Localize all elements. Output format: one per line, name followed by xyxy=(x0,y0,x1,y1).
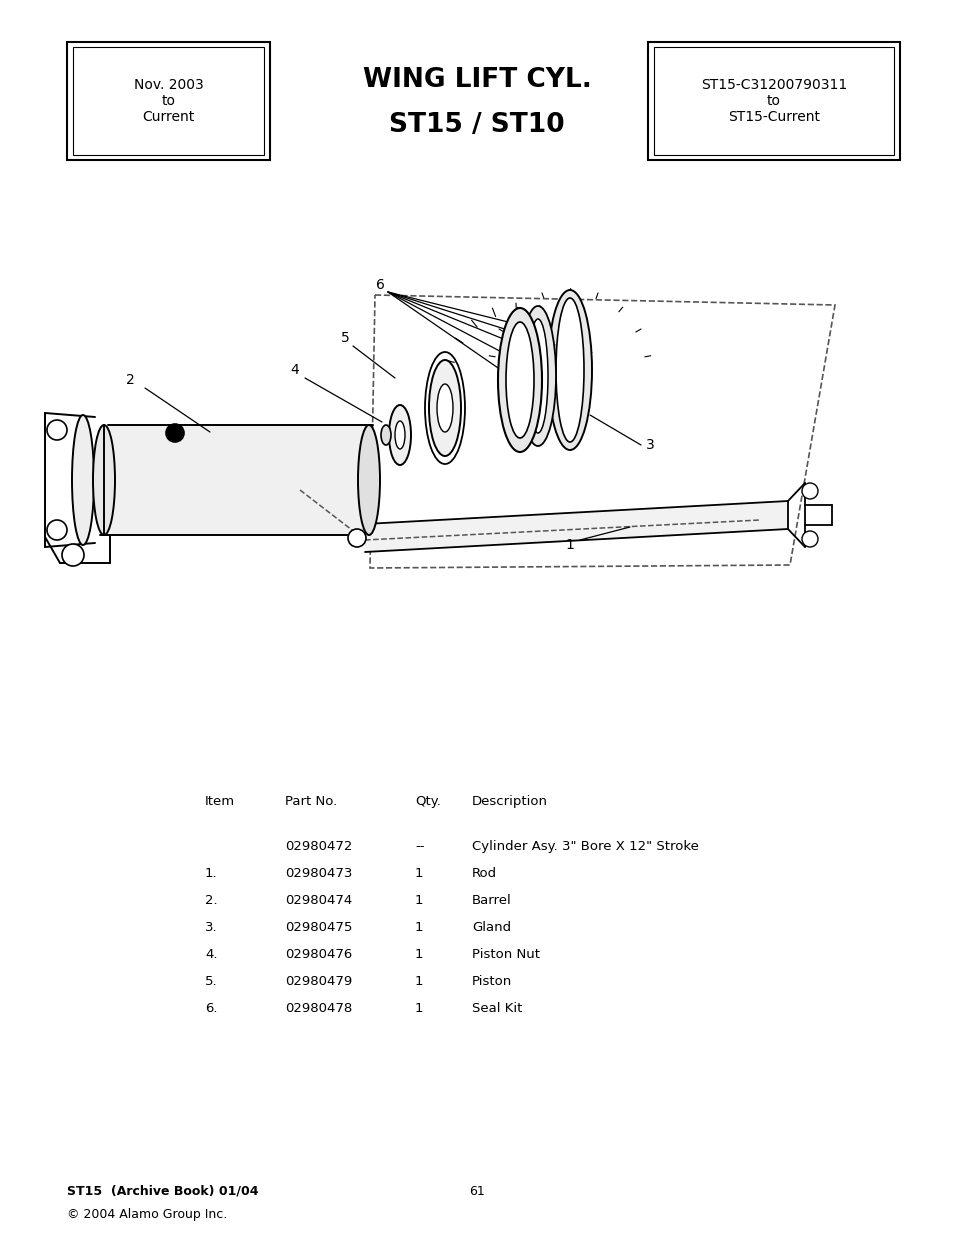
Bar xyxy=(647,42,899,161)
Text: 6.: 6. xyxy=(205,1002,217,1015)
Text: Piston: Piston xyxy=(472,974,512,988)
Ellipse shape xyxy=(497,308,541,452)
Ellipse shape xyxy=(357,425,379,535)
Text: Nov. 2003
to
Current: Nov. 2003 to Current xyxy=(133,78,203,125)
Polygon shape xyxy=(100,425,373,535)
Circle shape xyxy=(62,543,84,566)
Bar xyxy=(73,47,264,156)
Circle shape xyxy=(801,531,817,547)
Text: 02980479: 02980479 xyxy=(285,974,352,988)
Text: Rod: Rod xyxy=(472,867,497,881)
Bar xyxy=(654,47,893,156)
Ellipse shape xyxy=(436,384,453,432)
Text: 02980472: 02980472 xyxy=(285,840,352,853)
Ellipse shape xyxy=(556,298,583,442)
Bar xyxy=(67,42,270,161)
Text: © 2004 Alamo Group Inc.: © 2004 Alamo Group Inc. xyxy=(67,1208,227,1221)
Text: 1: 1 xyxy=(415,1002,423,1015)
Text: ST15 / ST10: ST15 / ST10 xyxy=(389,112,564,138)
Text: 1: 1 xyxy=(415,948,423,961)
Polygon shape xyxy=(365,501,787,552)
Text: 5.: 5. xyxy=(205,974,217,988)
Text: 1: 1 xyxy=(565,538,574,552)
Ellipse shape xyxy=(389,405,411,466)
Ellipse shape xyxy=(505,322,534,438)
Ellipse shape xyxy=(92,425,115,535)
Text: 1: 1 xyxy=(415,921,423,934)
Ellipse shape xyxy=(429,359,460,456)
Text: ST15-C31200790311
to
ST15-Current: ST15-C31200790311 to ST15-Current xyxy=(700,78,846,125)
Text: 5: 5 xyxy=(340,331,349,345)
Text: Description: Description xyxy=(472,795,547,808)
Text: 02980475: 02980475 xyxy=(285,921,352,934)
Text: 1: 1 xyxy=(415,894,423,906)
Circle shape xyxy=(47,520,67,540)
Text: WING LIFT CYL.: WING LIFT CYL. xyxy=(362,67,591,93)
Text: 4.: 4. xyxy=(205,948,217,961)
Text: 02980474: 02980474 xyxy=(285,894,352,906)
Text: 3.: 3. xyxy=(205,921,217,934)
Ellipse shape xyxy=(547,290,592,450)
Text: 2.: 2. xyxy=(205,894,217,906)
Text: Barrel: Barrel xyxy=(472,894,511,906)
Text: 6: 6 xyxy=(375,278,384,291)
Text: Part No.: Part No. xyxy=(285,795,337,808)
Ellipse shape xyxy=(519,306,556,446)
Text: Piston Nut: Piston Nut xyxy=(472,948,539,961)
Text: 02980478: 02980478 xyxy=(285,1002,352,1015)
Text: 1: 1 xyxy=(415,867,423,881)
Text: Cylinder Asy. 3" Bore X 12" Stroke: Cylinder Asy. 3" Bore X 12" Stroke xyxy=(472,840,699,853)
Text: 1.: 1. xyxy=(205,867,217,881)
Text: --: -- xyxy=(415,840,424,853)
Ellipse shape xyxy=(71,415,94,545)
Text: 61: 61 xyxy=(469,1186,484,1198)
Text: Item: Item xyxy=(205,795,234,808)
Circle shape xyxy=(348,529,366,547)
Text: ST15  (Archive Book) 01/04: ST15 (Archive Book) 01/04 xyxy=(67,1186,258,1198)
Ellipse shape xyxy=(380,425,391,445)
Ellipse shape xyxy=(395,421,405,450)
Text: Qty.: Qty. xyxy=(415,795,440,808)
Circle shape xyxy=(47,420,67,440)
Text: 1: 1 xyxy=(415,974,423,988)
Circle shape xyxy=(166,424,184,442)
Text: 4: 4 xyxy=(291,363,299,377)
Text: 2: 2 xyxy=(126,373,134,387)
Ellipse shape xyxy=(527,319,547,433)
Circle shape xyxy=(801,483,817,499)
Text: 3: 3 xyxy=(645,438,654,452)
Text: 02980473: 02980473 xyxy=(285,867,352,881)
Text: Gland: Gland xyxy=(472,921,511,934)
Text: 02980476: 02980476 xyxy=(285,948,352,961)
Text: Seal Kit: Seal Kit xyxy=(472,1002,522,1015)
